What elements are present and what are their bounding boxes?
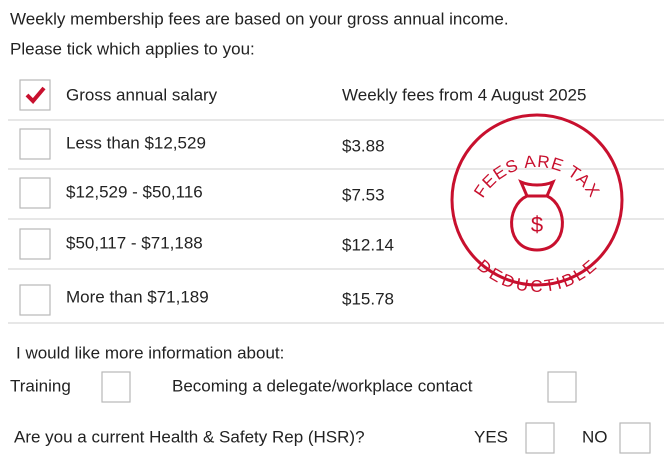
no-label: NO <box>582 427 608 446</box>
header-cell: Gross annual salary <box>66 85 218 104</box>
salary-cell: Less than $12,529 <box>66 133 206 152</box>
stamp-symbol: $ <box>531 212 543 237</box>
stamp-bottom: DEDUCTIBLE <box>473 256 600 296</box>
fee-cell: $7.53 <box>342 185 385 204</box>
option-label: Training <box>10 376 71 395</box>
row-checkbox[interactable] <box>19 128 51 160</box>
option-checkbox[interactable] <box>547 371 577 403</box>
salary-cell: $12,529 - $50,116 <box>66 182 203 201</box>
stamp-ring <box>450 113 624 287</box>
fee-cell: $3.88 <box>342 136 385 155</box>
yes-checkbox[interactable] <box>525 422 555 454</box>
header-cell: Weekly fees from 4 August 2025 <box>342 85 586 104</box>
intro-line: Please tick which applies to you: <box>10 39 255 58</box>
yes-label: YES <box>474 427 508 446</box>
option-label: Becoming a delegate/workplace contact <box>172 376 473 395</box>
header-checkbox[interactable] <box>19 79 51 111</box>
fee-cell: $15.78 <box>342 289 394 308</box>
fee-cell: $12.14 <box>342 235 394 254</box>
hsr-question: Are you a current Health & Safety Rep (H… <box>14 427 365 446</box>
no-checkbox[interactable] <box>619 422 651 454</box>
bag-knot <box>518 179 556 197</box>
salary-cell: More than $71,189 <box>66 287 209 306</box>
salary-cell: $50,117 - $71,188 <box>66 233 203 252</box>
checkmark <box>25 86 46 104</box>
option-checkbox[interactable] <box>101 371 131 403</box>
row-checkbox[interactable] <box>19 284 51 316</box>
row-checkbox[interactable] <box>19 228 51 260</box>
stamp-top: FEES ARE TAX <box>470 152 603 201</box>
money-bag <box>510 194 564 252</box>
intro-line: Weekly membership fees are based on your… <box>10 9 509 28</box>
row-checkbox[interactable] <box>19 177 51 209</box>
info-prompt: I would like more information about: <box>16 343 284 362</box>
